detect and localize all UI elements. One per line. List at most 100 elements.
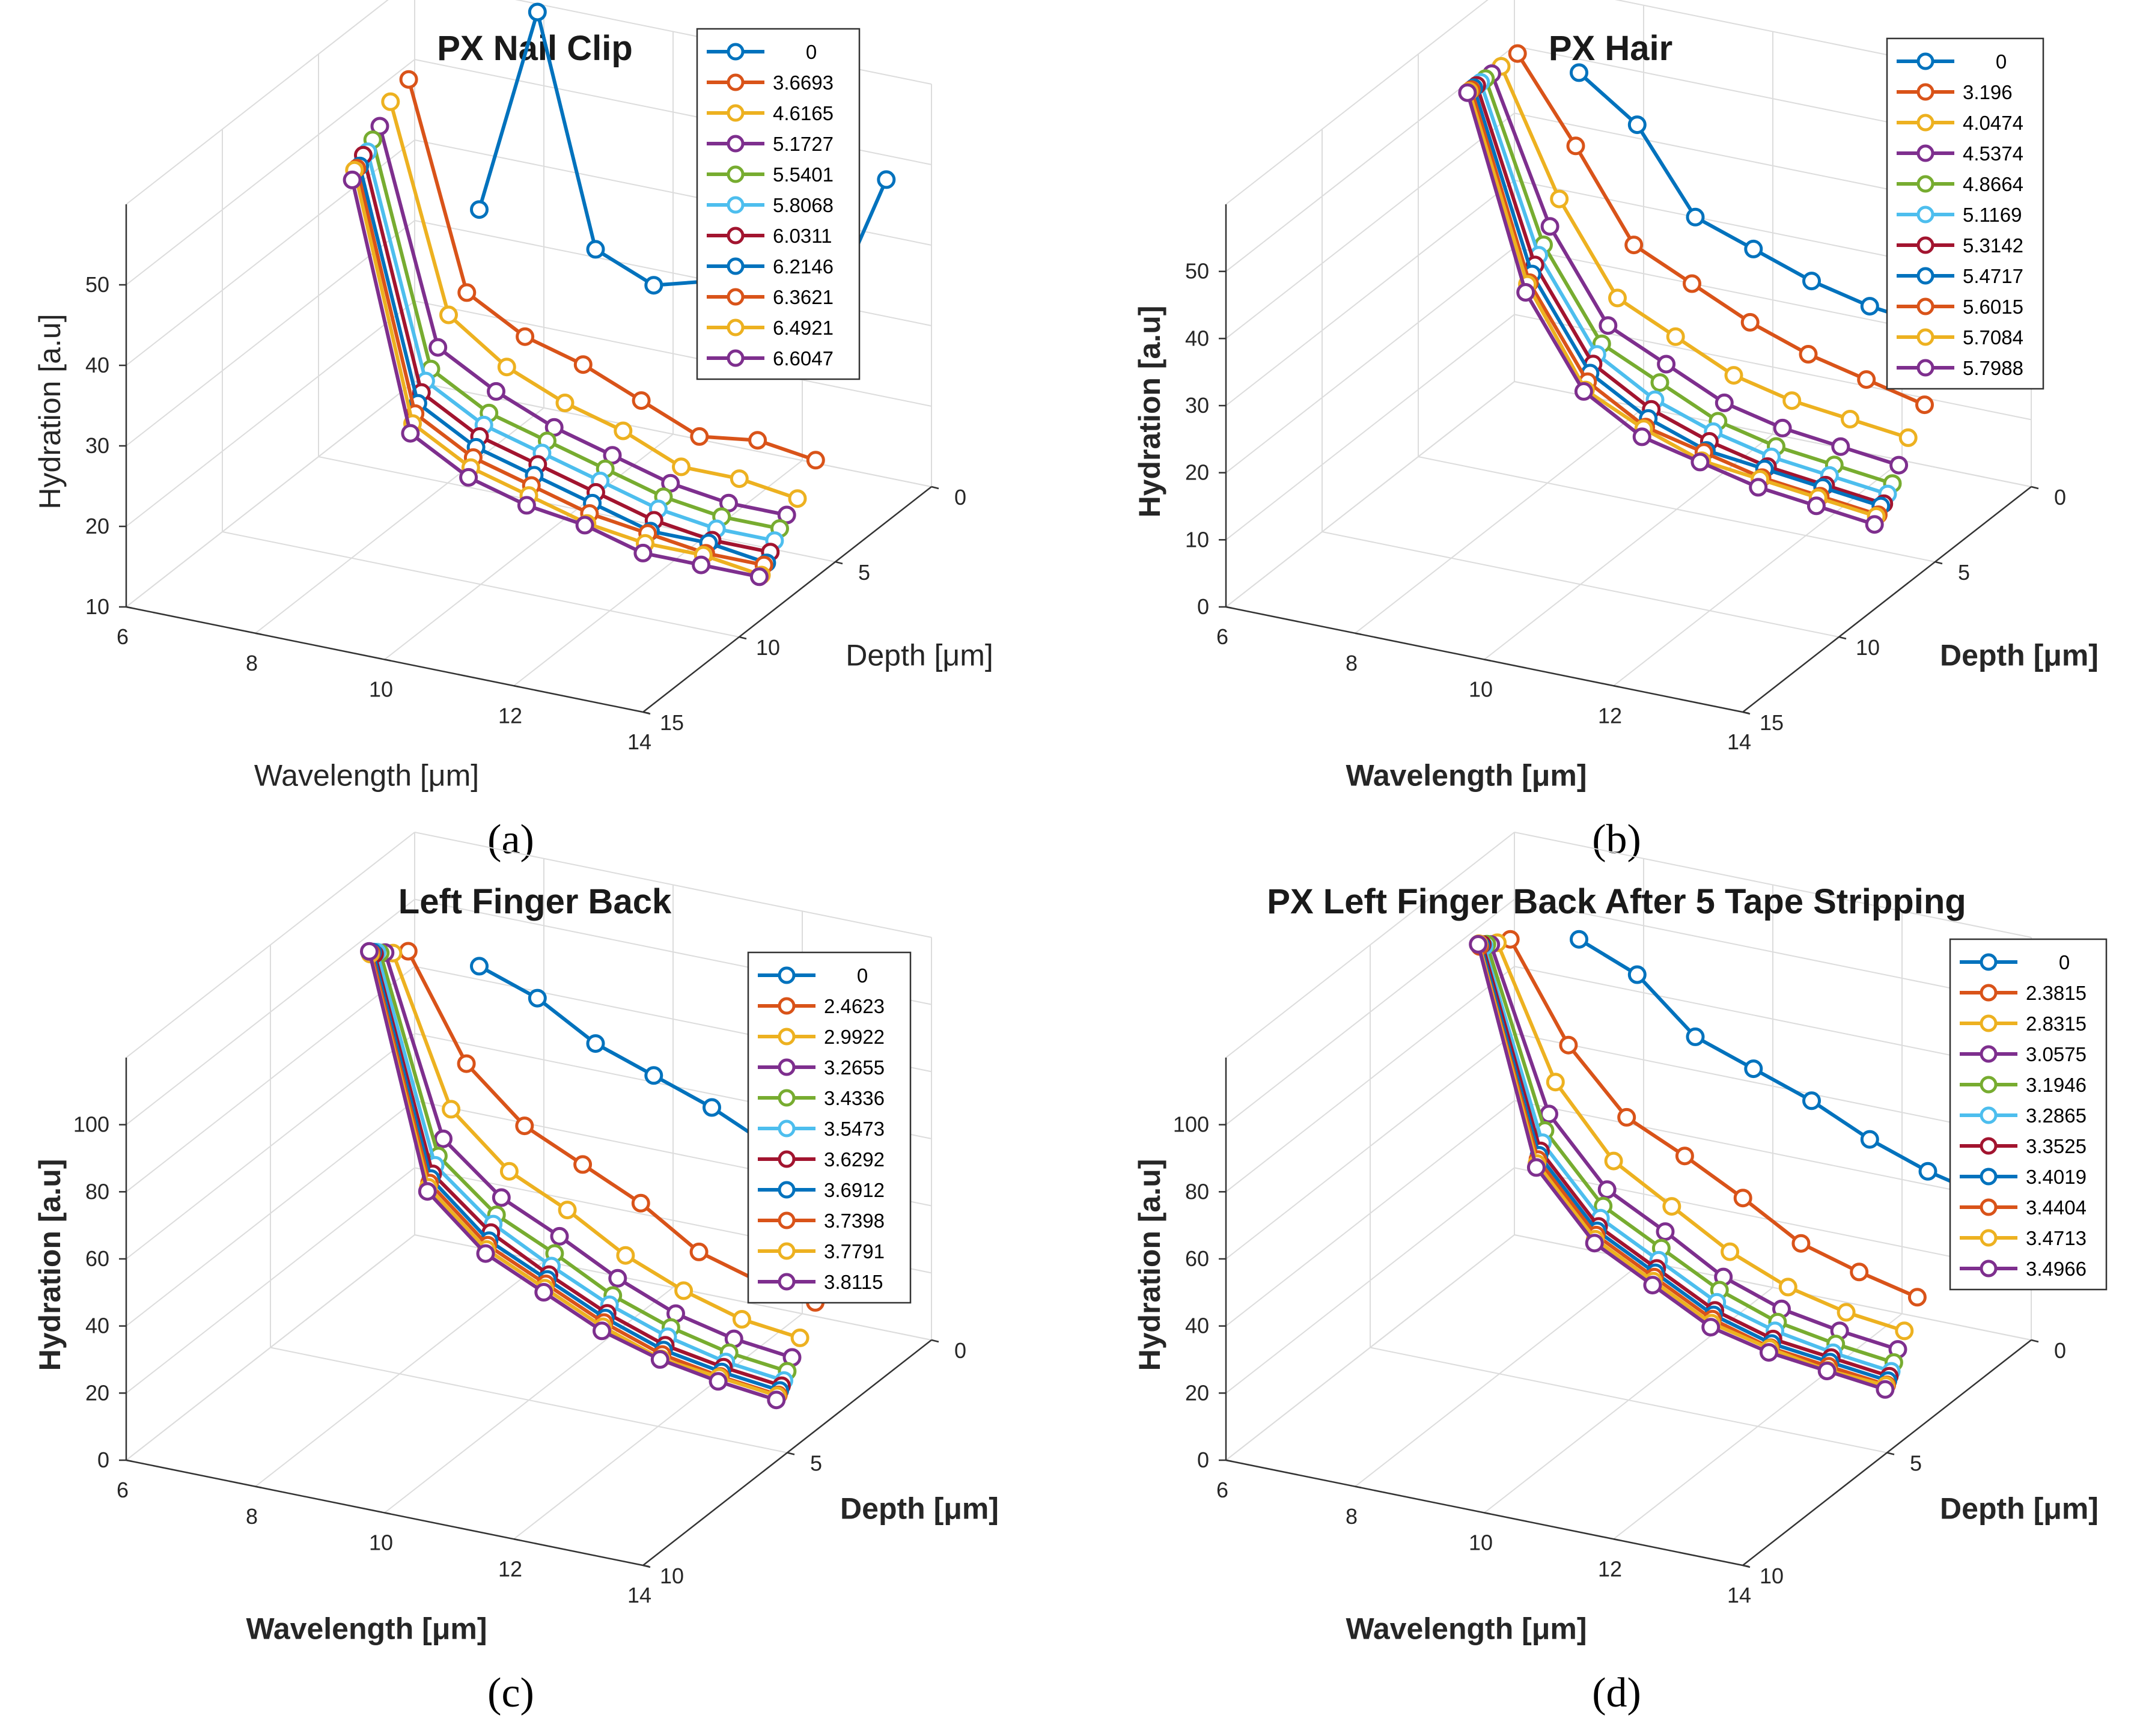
- legend-entry: 3.5473: [824, 1118, 885, 1140]
- legend-entry: 4.0474: [1963, 112, 2023, 134]
- series-line: [368, 953, 778, 1398]
- data-point: [1686, 1027, 1705, 1046]
- panel-label: (d): [1592, 1670, 1641, 1716]
- legend-swatch-marker: [727, 196, 745, 214]
- data-point: [1721, 1242, 1740, 1261]
- legend-entry: 4.5374: [1963, 142, 2023, 165]
- data-point: [1690, 452, 1710, 472]
- data-point: [1918, 1162, 1937, 1181]
- legend-entry: 5.4717: [1963, 265, 2023, 287]
- data-point: [1831, 437, 1850, 456]
- legend-entry: 6.6047: [773, 347, 834, 370]
- y-tick-mark: [1838, 636, 1847, 640]
- legend-entry: 6.3621: [773, 286, 834, 308]
- y-tick-label: 5: [810, 1451, 822, 1476]
- z-tick-label: 30: [85, 433, 109, 458]
- series-line: [383, 952, 793, 1359]
- data-point: [476, 1244, 495, 1263]
- data-point: [499, 1162, 519, 1181]
- z-axis-label: Hydration [a.u]: [33, 1159, 67, 1371]
- data-point: [593, 1321, 611, 1341]
- series-line: [1472, 87, 1882, 508]
- series-0: [1570, 930, 1996, 1206]
- chart-title: PX Left Finger Back After 5 Tape Strippi…: [1267, 882, 1966, 921]
- series-2.8315: [1488, 933, 1914, 1341]
- data-point: [1802, 272, 1821, 291]
- data-point: [1841, 410, 1859, 428]
- x-axis-label: Wavelength [μm]: [1346, 1612, 1587, 1646]
- data-point: [442, 1100, 461, 1119]
- series-line: [367, 951, 777, 1402]
- legend-swatch-marker: [1916, 206, 1934, 224]
- legend-entry: 6.0311: [773, 225, 832, 247]
- series-line: [358, 165, 767, 565]
- z-tick-label: 40: [1185, 1314, 1209, 1338]
- x-tick-mark: [1613, 1538, 1620, 1541]
- x-tick-label: 8: [246, 1504, 258, 1529]
- legend-swatch-marker: [1980, 1045, 1998, 1063]
- legend-swatch-marker: [778, 1119, 796, 1138]
- grid-line: [1225, 314, 1515, 541]
- z-tick-label: 40: [1185, 326, 1209, 350]
- data-point: [672, 457, 691, 477]
- data-point: [1715, 393, 1734, 412]
- legend-entry: 6.4921: [773, 317, 834, 339]
- legend-entry: 4.8664: [1963, 173, 2023, 195]
- z-tick-label: 20: [1185, 460, 1209, 485]
- legend-entry: 5.7988: [1963, 357, 2023, 379]
- data-point: [1744, 239, 1763, 258]
- x-tick-label: 6: [117, 1478, 129, 1502]
- y-tick-mark: [2031, 1339, 2039, 1343]
- data-point: [398, 942, 418, 961]
- series-3.2655: [376, 943, 802, 1367]
- x-tick-mark: [384, 659, 391, 662]
- x-tick-mark: [513, 1538, 520, 1541]
- data-point: [381, 92, 400, 111]
- z-tick-label: 50: [1185, 259, 1209, 284]
- legend-swatch-marker: [778, 1242, 796, 1260]
- x-axis-label: Wavelength [μm]: [1346, 759, 1587, 793]
- data-point: [1559, 1035, 1578, 1055]
- data-point: [1662, 1197, 1681, 1216]
- data-point: [399, 70, 418, 89]
- data-point: [1837, 1303, 1856, 1322]
- data-point: [1850, 1262, 1869, 1282]
- grid-line: [126, 139, 415, 366]
- data-point: [1744, 1059, 1763, 1079]
- data-point: [1566, 136, 1585, 156]
- data-point: [1782, 391, 1802, 410]
- series-line: [1508, 938, 1918, 1299]
- data-point: [1540, 217, 1559, 236]
- y-tick-label: 15: [1760, 710, 1784, 735]
- legend-entry: 3.3525: [2026, 1135, 2087, 1157]
- series-3.4966: [1469, 935, 1895, 1399]
- legend-entry: 2.8315: [2026, 1013, 2087, 1035]
- data-point: [534, 1283, 553, 1302]
- z-tick-label: 0: [1197, 594, 1209, 619]
- series-line: [1489, 943, 1898, 1351]
- data-point: [434, 1129, 453, 1148]
- y-axis-label: Depth [μm]: [846, 639, 993, 672]
- series-line: [373, 953, 782, 1387]
- panel-label: (a): [487, 817, 534, 863]
- series-4.0474: [1492, 56, 1918, 447]
- y-tick-mark: [1934, 561, 1943, 565]
- y-tick-label: 5: [1910, 1451, 1922, 1476]
- panel-label: (b): [1592, 817, 1641, 863]
- data-point: [633, 543, 653, 562]
- data-point: [650, 1350, 669, 1369]
- legend-swatch-marker: [1916, 297, 1934, 315]
- data-point: [1585, 1234, 1604, 1253]
- chart-title: PX Hair: [1549, 29, 1672, 68]
- legend-swatch-marker: [727, 227, 745, 245]
- z-tick-label: 10: [1185, 527, 1209, 552]
- data-point: [575, 516, 594, 535]
- legend-swatch-marker: [1980, 1014, 1998, 1032]
- series-line: [1479, 945, 1889, 1383]
- data-point: [1624, 236, 1644, 255]
- y-tick-label: 0: [2054, 1338, 2066, 1363]
- legend-swatch-marker: [778, 1150, 796, 1168]
- legend: 0 3.6693 4.6165 5.1727 5.5401 5.8068 6.0311 6.2…: [696, 28, 861, 380]
- y-tick-label: 0: [954, 1338, 966, 1363]
